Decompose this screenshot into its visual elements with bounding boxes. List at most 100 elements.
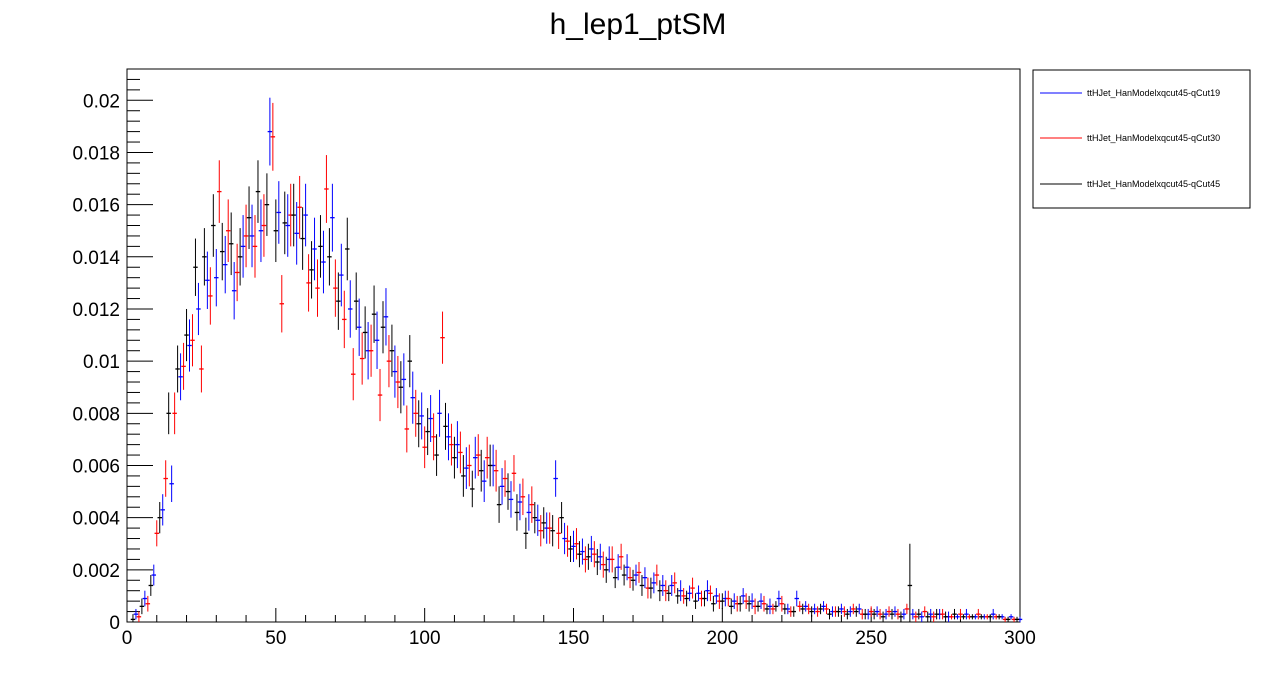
data-point — [249, 204, 255, 268]
data-point — [353, 272, 359, 330]
data-point — [666, 585, 671, 602]
y-tick-label: 0.02 — [83, 91, 120, 112]
data-point — [538, 515, 543, 547]
data-point — [389, 324, 395, 377]
data-point — [895, 608, 901, 620]
data-point — [898, 611, 904, 622]
data-point — [461, 455, 466, 497]
data-point — [928, 608, 933, 620]
data-point — [368, 324, 374, 377]
data-point — [675, 588, 680, 604]
data-point — [470, 470, 475, 508]
data-point — [234, 243, 240, 302]
data-point — [925, 611, 930, 622]
data-point — [916, 608, 922, 620]
data-point — [868, 606, 874, 617]
data-point — [851, 603, 856, 615]
legend-entry: ttHJet_HanModelxqcut45-qCut30 — [1040, 133, 1220, 143]
data-point — [202, 228, 207, 286]
data-point — [702, 590, 707, 607]
x-tick-label: 100 — [409, 628, 441, 649]
data-point — [812, 603, 817, 615]
data-point — [943, 611, 948, 622]
data-point — [642, 567, 648, 589]
data-point — [729, 598, 734, 615]
data-point — [526, 494, 532, 531]
data-point — [136, 611, 142, 622]
data-point — [845, 608, 850, 620]
x-tick-label: 200 — [706, 628, 738, 649]
data-point — [732, 593, 737, 609]
data-point — [151, 564, 157, 586]
data-point — [228, 212, 234, 276]
data-point — [767, 598, 773, 615]
data-point — [764, 603, 770, 615]
data-point — [663, 580, 669, 602]
data-point — [740, 588, 746, 604]
data-point — [169, 465, 174, 503]
data-point — [532, 502, 538, 534]
data-point — [818, 603, 823, 615]
data-point — [961, 614, 966, 620]
data-point — [148, 575, 154, 596]
data-point — [487, 444, 493, 487]
data-point — [776, 590, 782, 607]
data-point — [839, 603, 844, 615]
data-point — [231, 262, 237, 320]
data-point — [720, 593, 725, 609]
data-point — [672, 572, 677, 594]
data-point — [261, 194, 267, 257]
data-point — [940, 608, 945, 620]
data-point — [446, 413, 451, 461]
data-point — [199, 345, 204, 393]
data-point — [214, 248, 219, 307]
data-point — [910, 608, 916, 620]
data-point — [821, 601, 826, 612]
data-point — [871, 608, 877, 620]
data-point — [979, 614, 984, 620]
y-tick-label: 0.016 — [72, 196, 120, 217]
data-point — [589, 535, 594, 563]
data-point — [857, 603, 862, 615]
data-point — [621, 564, 627, 586]
data-point — [815, 606, 820, 617]
data-point — [598, 543, 603, 570]
data-point — [931, 611, 936, 622]
data-point — [476, 434, 481, 476]
data-point — [907, 543, 913, 622]
data-point — [758, 593, 764, 609]
data-point — [782, 603, 788, 615]
data-point — [949, 614, 954, 620]
data-point — [330, 183, 335, 252]
data-point — [350, 348, 356, 401]
data-point — [425, 408, 430, 456]
data-point — [746, 595, 752, 612]
data-point — [708, 585, 713, 602]
data-point — [996, 614, 1002, 620]
data-point — [1014, 616, 1020, 622]
data-point — [273, 199, 279, 263]
data-point — [196, 282, 201, 336]
data-point — [624, 554, 630, 581]
data-point — [562, 522, 567, 555]
x-tick-label: 50 — [265, 628, 286, 649]
data-point — [556, 517, 561, 549]
data-point — [252, 215, 258, 278]
legend-label: ttHJet_HanModelxqcut45-qCut45 — [1087, 179, 1220, 189]
data-point — [359, 332, 365, 385]
data-point — [243, 204, 249, 268]
data-point — [255, 160, 261, 223]
data-point — [842, 606, 847, 617]
data-point — [601, 551, 606, 578]
data-point — [285, 194, 290, 257]
data-point — [413, 389, 418, 437]
data-point — [211, 194, 216, 257]
data-point — [779, 595, 785, 612]
data-point — [154, 520, 159, 547]
data-point — [565, 525, 570, 557]
data-point — [922, 606, 927, 617]
data-point — [187, 319, 192, 372]
data-point — [517, 483, 523, 521]
data-point — [139, 598, 145, 615]
data-point — [473, 436, 478, 479]
